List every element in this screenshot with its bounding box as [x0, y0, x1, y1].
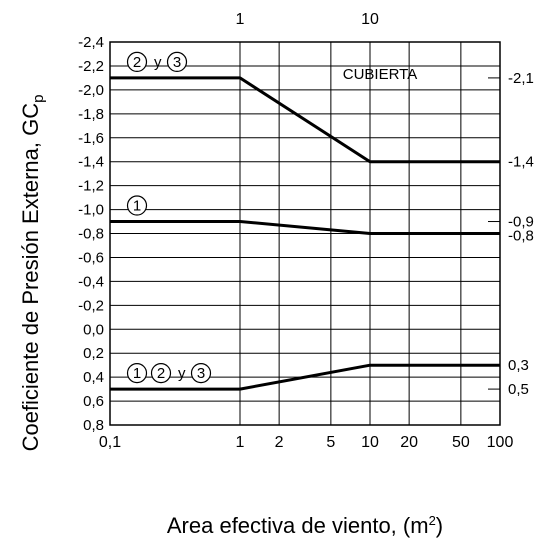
zone-circle [166, 51, 188, 73]
y-tick-label: -0,2 [78, 297, 104, 314]
y-tick-label: 0,4 [83, 369, 104, 386]
zone-circle [126, 195, 148, 216]
y-tick-label: -0,8 [78, 226, 104, 243]
zone-number: 3 [197, 365, 205, 382]
end-label: -2,1 [508, 70, 534, 87]
y-tick-label: -0,4 [78, 273, 104, 290]
y-tick-label: 0,2 [83, 345, 104, 362]
zone-number: 2 [157, 365, 165, 382]
x-tick-label: 5 [326, 434, 335, 451]
zone-join-label: y [154, 54, 162, 71]
zone-circle [150, 362, 172, 384]
y-tick-label: -2,0 [78, 82, 104, 99]
series-line [110, 363, 500, 391]
y-tick-label: -2,4 [78, 34, 104, 51]
zone-circle [126, 362, 148, 384]
x-axis-title-sup: 2 [429, 513, 436, 528]
x-tick-label: 10 [361, 434, 379, 451]
zone-circle [126, 51, 148, 73]
x-tick-label: 0,1 [99, 434, 121, 451]
zone-circle [190, 362, 212, 384]
x-axis-title-end: ) [436, 513, 443, 538]
y-tick-label: -2,2 [78, 58, 104, 75]
end-label: 0,3 [508, 357, 529, 374]
x-axis-title: Area efectiva de viento, (m2) [167, 513, 443, 538]
x-top-tick-label: 10 [361, 11, 379, 28]
zone-join-label: y [178, 365, 186, 382]
series-line [110, 76, 500, 164]
y-tick-label: -1,8 [78, 106, 104, 123]
chart-annotation: CUBIERTA [343, 66, 417, 83]
y-tick-label: 0,8 [83, 417, 104, 434]
x-top-tick-label: 1 [236, 11, 245, 28]
x-tick-label: 1 [236, 434, 245, 451]
y-axis-title-main: Coeficiente de Presión Externa, GC [18, 103, 43, 452]
y-tick-label: 0,6 [83, 393, 104, 410]
y-tick-label: -0,6 [78, 249, 104, 266]
x-tick-label: 20 [400, 434, 418, 451]
x-tick-label: 100 [487, 434, 514, 451]
end-label: 0,5 [508, 381, 529, 398]
y-axis-title-sub: p [30, 95, 47, 103]
y-tick-label: -1,6 [78, 130, 104, 147]
y-tick-label: 0,0 [83, 321, 104, 338]
zone-number: 2 [133, 54, 141, 71]
end-label: -1,4 [508, 154, 534, 171]
chart-labels: -2,4 -2,2 -2,0 -1,8 -1,6 -1,4 -1,2 -1,0 -0,8 -0,6… [78, 11, 534, 451]
x-tick-label: 50 [452, 434, 470, 451]
end-label: -0,9 [508, 214, 534, 231]
y-axis-title: Coeficiente de Presión Externa, GCp [18, 95, 47, 452]
series-line [110, 220, 500, 235]
zone-number: 1 [133, 365, 141, 382]
y-tick-label: -1,4 [78, 154, 104, 171]
x-axis-title-main: Area efectiva de viento, (m [167, 513, 429, 538]
zone-number: 3 [173, 54, 181, 71]
series-lines [110, 76, 500, 391]
y-tick-label: -1,2 [78, 178, 104, 195]
end-label: -0,8 [508, 228, 534, 245]
zone-number: 1 [133, 198, 141, 215]
x-tick-label: 2 [275, 434, 284, 451]
y-tick-label: -1,0 [78, 202, 104, 219]
